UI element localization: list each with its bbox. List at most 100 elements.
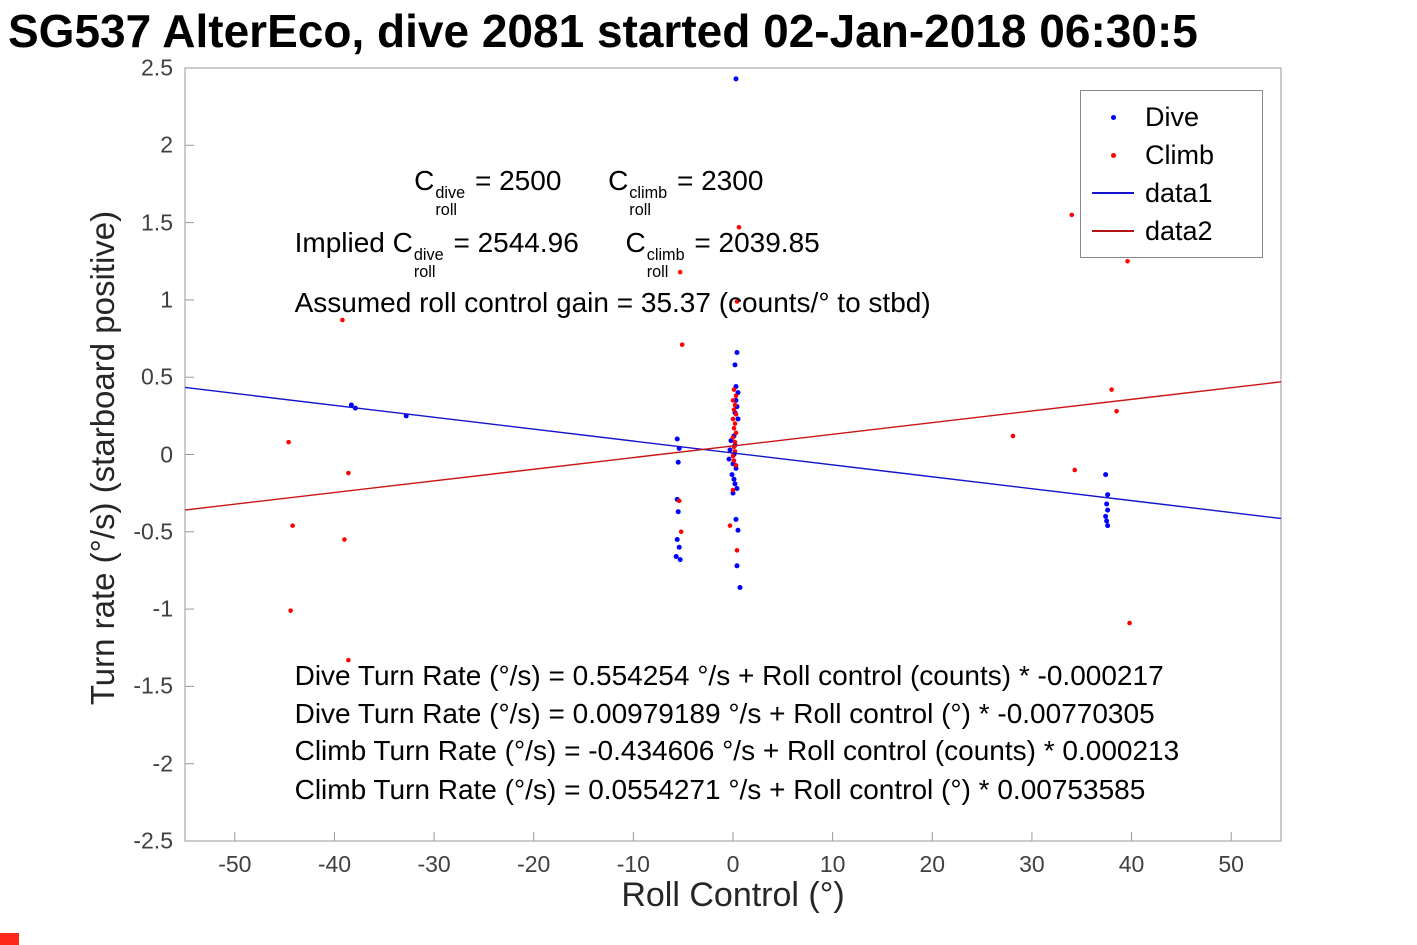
scatter-point-climb [733, 430, 739, 436]
annotation-symbol-base: C [608, 164, 629, 196]
y-tick-label: -2 [152, 750, 173, 777]
scatter-point-dive [1105, 507, 1111, 513]
scatter-point-climb [734, 299, 740, 304]
chart-title: SG537 AlterEco, dive 2081 started 02-Jan… [8, 5, 1198, 57]
scatter-point-climb [727, 523, 733, 528]
scatter-point-dive [348, 402, 354, 408]
y-tick-label: -2.5 [133, 827, 173, 854]
x-tick-label: -20 [517, 851, 551, 877]
scatter-point-dive [734, 563, 740, 569]
scatter-point-climb [730, 398, 736, 403]
annotation-subsuperscript: climb roll [629, 184, 668, 219]
scatter-point-dive [733, 516, 739, 522]
scatter-point-climb [730, 487, 736, 493]
scatter-point-dive [735, 527, 741, 533]
scatter-point-dive [673, 554, 679, 560]
annotation-text: Dive Turn Rate (°/s) = 0.554254 °/s + Ro… [294, 659, 1164, 691]
scatter-point-climb [1109, 387, 1114, 392]
y-tick-label: 1.5 [141, 209, 173, 236]
y-tick-label: 0 [160, 441, 173, 467]
scatter-point-climb [286, 439, 291, 445]
scatter-point-dive [733, 76, 739, 82]
annotation-text: Assumed roll control gain = 35.37 (count… [294, 286, 931, 318]
y-tick-label: 2 [160, 131, 173, 158]
legend-label: data2 [1145, 215, 1213, 246]
annotation-subsuperscript: dive roll [413, 246, 444, 281]
scatter-point-dive [674, 436, 680, 442]
legend-line-icon [1081, 230, 1145, 232]
scatter-point-dive [731, 476, 737, 482]
dot-icon [1110, 152, 1116, 158]
x-axis-label: Roll Control (°) [621, 876, 845, 914]
legend-entry-dive: Dive [1081, 98, 1262, 136]
scatter-point-dive [677, 557, 683, 563]
scatter-point-climb [1010, 433, 1016, 439]
scatter-point-climb [288, 608, 293, 613]
x-tick-label: -10 [616, 851, 650, 877]
dot-icon [1110, 114, 1116, 120]
x-tick-label: 40 [1118, 851, 1145, 877]
y-tick-label: 0.5 [141, 363, 173, 390]
annotation-text: Climb Turn Rate (°/s) = 0.0554271 °/s + … [294, 773, 1146, 805]
scatter-point-climb [733, 412, 739, 417]
annotation-subsuperscript: dive roll [435, 184, 466, 219]
scatter-point-climb [678, 529, 684, 535]
x-tick-label: 50 [1218, 851, 1244, 877]
scatter-point-climb [731, 458, 737, 463]
y-tick-label: 1 [160, 286, 173, 313]
fit-line-data1 [184, 386, 1282, 520]
legend-label: Climb [1145, 139, 1215, 170]
scatter-point-dive [732, 362, 738, 368]
x-tick-label: 10 [819, 851, 846, 877]
scatter-point-dive [1104, 518, 1110, 524]
scatter-point-dive [737, 584, 743, 590]
legend-line-icon [1081, 192, 1145, 194]
scatter-point-dive [726, 456, 732, 462]
annotation-subsuperscript: climb roll [646, 246, 685, 281]
annotation-symbol-base: C [414, 164, 435, 196]
scatter-point-climb [340, 317, 345, 323]
scatter-point-dive [1103, 472, 1109, 478]
scatter-point-climb [1069, 212, 1075, 218]
scatter-point-dive [675, 509, 681, 515]
legend-label: data1 [1145, 177, 1213, 208]
y-tick-label: -1 [152, 595, 173, 622]
x-tick-label: 0 [726, 851, 740, 877]
scatter-point-dive [674, 537, 680, 543]
scatter-point-climb [731, 387, 737, 392]
scatter-point-dive [675, 459, 681, 465]
scatter-point-climb [736, 224, 742, 230]
legend: Dive Climb data1 data2 [1080, 90, 1263, 258]
y-tick-label: -0.5 [133, 518, 173, 545]
scatter-point-dive [735, 416, 741, 422]
scatter-point-climb [346, 470, 351, 476]
legend-entry-climb: Climb [1081, 136, 1262, 174]
line-icon [1092, 230, 1134, 232]
scatter-point-climb [730, 435, 736, 440]
x-tick-label: 20 [919, 851, 946, 877]
scatter-point-climb [732, 439, 738, 445]
scatter-point-dive [1103, 513, 1109, 519]
fit-line-data2 [184, 381, 1282, 511]
annotation-symbol-base: C [625, 226, 646, 258]
scatter-point-climb [730, 453, 736, 459]
legend-marker-icon [1081, 152, 1145, 158]
scatter-point-climb [730, 416, 736, 422]
legend-label: Dive [1145, 101, 1200, 132]
scatter-point-climb [731, 425, 737, 431]
scatter-point-dive [727, 447, 733, 453]
scatter-point-climb [734, 548, 740, 553]
x-tick-label: -40 [317, 851, 352, 877]
legend-entry-data1: data1 [1081, 174, 1262, 212]
x-tick-label: -30 [417, 851, 451, 877]
scatter-point-dive [1105, 492, 1111, 498]
scatter-point-climb [733, 463, 739, 468]
line-icon [1092, 192, 1134, 194]
scatter-point-climb [731, 407, 737, 412]
y-tick-label: 2.5 [141, 54, 173, 81]
y-tick-label: -1.5 [133, 672, 173, 699]
scatter-point-climb [677, 269, 683, 275]
scatter-point-climb [732, 402, 738, 408]
